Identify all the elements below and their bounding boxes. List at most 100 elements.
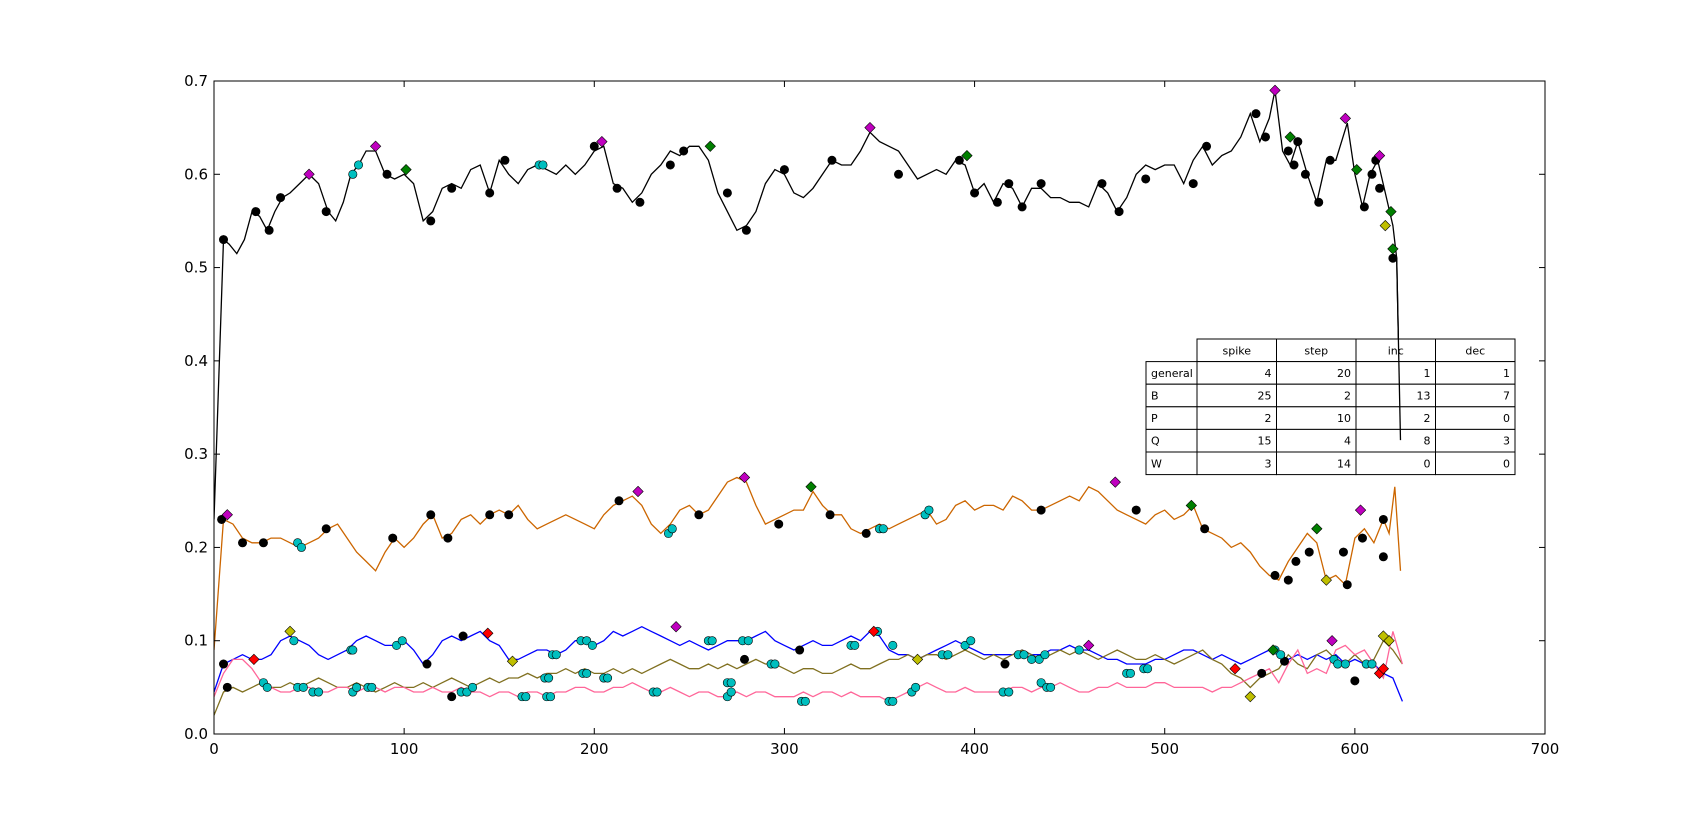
marker-circle bbox=[443, 533, 453, 543]
marker-diamond bbox=[805, 481, 817, 493]
marker-circle bbox=[878, 524, 888, 534]
marker-diamond bbox=[868, 625, 880, 638]
marker-circle bbox=[1333, 659, 1343, 669]
table-cell-value: 8 bbox=[1424, 435, 1431, 448]
marker-circle bbox=[1141, 174, 1151, 184]
table-row-label: Q bbox=[1151, 435, 1160, 448]
marker-circle bbox=[1017, 202, 1027, 212]
marker-diamond bbox=[1326, 635, 1338, 647]
marker-circle bbox=[612, 183, 622, 193]
table-cell-value: 10 bbox=[1337, 412, 1351, 425]
marker-circle bbox=[1000, 659, 1010, 669]
marker-diamond bbox=[1229, 663, 1241, 675]
marker-diamond bbox=[670, 621, 682, 633]
marker-diamond bbox=[1377, 630, 1390, 642]
marker-diamond bbox=[1083, 639, 1095, 652]
marker-circle bbox=[1019, 650, 1029, 660]
series-line-2 bbox=[214, 476, 1402, 651]
marker-circle bbox=[219, 659, 229, 669]
marker-circle bbox=[1027, 654, 1037, 664]
marker-circle bbox=[544, 673, 554, 683]
table-cell-value: 1 bbox=[1424, 367, 1431, 380]
marker-circle bbox=[603, 673, 613, 683]
marker-circle bbox=[1004, 687, 1014, 697]
marker-circle bbox=[1314, 197, 1324, 207]
series-line-1 bbox=[214, 90, 1402, 520]
marker-circle bbox=[1293, 137, 1303, 147]
marker-diamond bbox=[482, 627, 494, 639]
marker-circle bbox=[1004, 179, 1014, 189]
marker-circle bbox=[468, 682, 478, 692]
y-tick-label: 0.6 bbox=[184, 165, 208, 183]
table-cell bbox=[1435, 451, 1516, 476]
marker-circle bbox=[219, 235, 229, 245]
marker-circle bbox=[426, 510, 436, 520]
marker-circle bbox=[367, 682, 377, 692]
marker-circle bbox=[679, 146, 689, 156]
marker-circle bbox=[1097, 179, 1107, 189]
marker-circle bbox=[1036, 179, 1046, 189]
marker-circle bbox=[943, 650, 953, 660]
marker-circle bbox=[635, 197, 645, 207]
series-line-1-tail bbox=[1396, 258, 1402, 441]
marker-circle bbox=[238, 538, 248, 548]
marker-circle bbox=[447, 183, 457, 193]
marker-diamond bbox=[1244, 691, 1256, 703]
marker-circle bbox=[1251, 109, 1261, 119]
x-tick-label: 700 bbox=[1531, 740, 1560, 758]
marker-circle bbox=[1202, 141, 1212, 151]
marker-circle bbox=[1340, 659, 1350, 669]
marker-circle bbox=[667, 524, 677, 534]
marker-circle bbox=[504, 510, 514, 520]
marker-circle bbox=[1114, 207, 1124, 217]
marker-circle bbox=[1367, 169, 1377, 179]
marker-circle bbox=[924, 505, 934, 515]
table-cell-value: 15 bbox=[1258, 435, 1272, 448]
marker-circle bbox=[276, 193, 286, 203]
table-row-label: W bbox=[1151, 457, 1162, 470]
marker-circle bbox=[1388, 253, 1398, 263]
x-tick-label: 400 bbox=[960, 740, 989, 758]
table-col-label: inc bbox=[1388, 344, 1404, 357]
marker-circle bbox=[264, 225, 274, 235]
marker-circle bbox=[707, 636, 717, 646]
y-tick-label: 0.2 bbox=[184, 538, 208, 556]
marker-circle bbox=[1260, 132, 1270, 142]
marker-diamond bbox=[1379, 219, 1391, 232]
marker-circle bbox=[1074, 645, 1084, 655]
marker-circle bbox=[911, 682, 921, 692]
marker-circle bbox=[614, 496, 624, 506]
axes-ticks: 0 100 200 300 400 500 600 7000.00.10.20.30.40.5… bbox=[184, 72, 1559, 758]
marker-diamond bbox=[738, 471, 751, 484]
marker-circle bbox=[298, 682, 308, 692]
marker-circle bbox=[1046, 682, 1056, 692]
marker-circle bbox=[726, 678, 736, 688]
marker-circle bbox=[422, 659, 432, 669]
marker-circle bbox=[217, 514, 227, 524]
marker-diamond bbox=[1320, 574, 1332, 586]
marker-circle bbox=[551, 650, 561, 660]
marker-circle bbox=[382, 169, 392, 179]
table-cell-value: 1 bbox=[1503, 367, 1510, 380]
x-tick-label: 100 bbox=[390, 740, 419, 758]
marker-circle bbox=[1257, 668, 1267, 678]
marker-circle bbox=[447, 692, 457, 702]
series-markers bbox=[217, 84, 1399, 706]
marker-circle bbox=[779, 165, 789, 175]
marker-circle bbox=[354, 160, 364, 170]
marker-circle bbox=[1125, 668, 1135, 678]
marker-circle bbox=[1359, 202, 1369, 212]
marker-circle bbox=[1304, 547, 1314, 557]
marker-circle bbox=[426, 216, 436, 226]
table-col-label: spike bbox=[1222, 344, 1251, 357]
marker-circle bbox=[388, 533, 398, 543]
marker-diamond bbox=[1267, 644, 1279, 656]
table-cell-value: 20 bbox=[1337, 367, 1351, 380]
marker-circle bbox=[954, 155, 964, 165]
table-cell-value: 13 bbox=[1417, 390, 1431, 403]
table-row-label: P bbox=[1151, 412, 1158, 425]
marker-circle bbox=[582, 668, 592, 678]
marker-circle bbox=[500, 155, 510, 165]
marker-diamond bbox=[1354, 504, 1367, 516]
